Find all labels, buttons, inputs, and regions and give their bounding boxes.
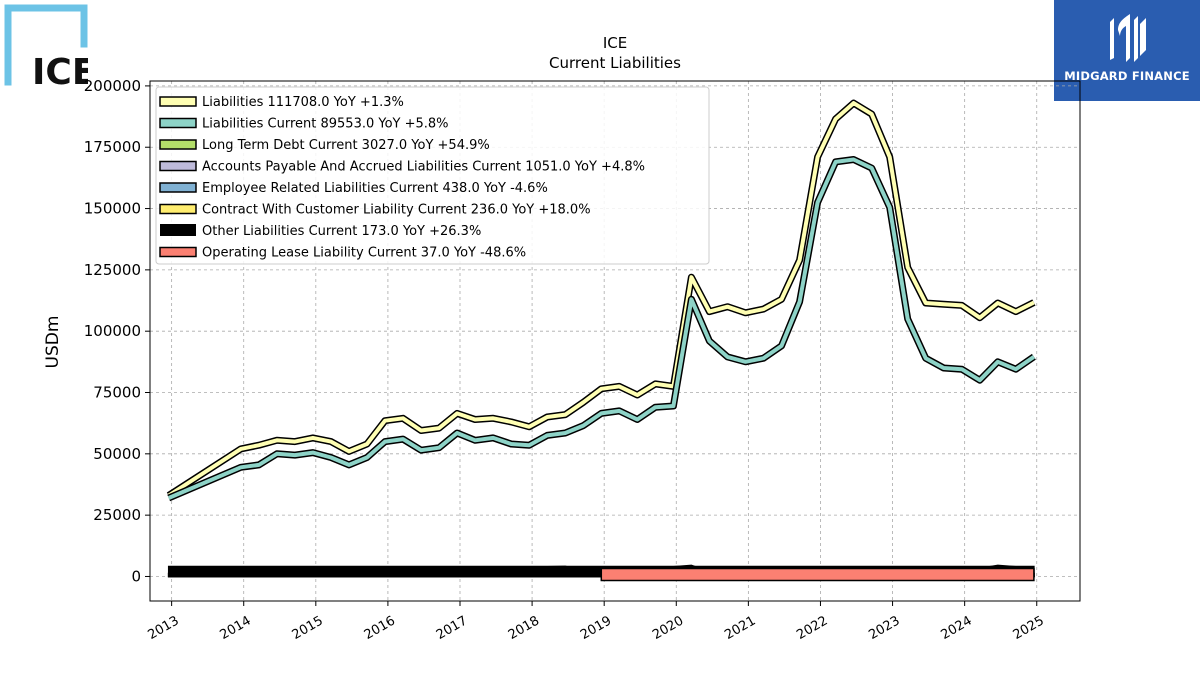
y-tick-label: 100000 [84,322,141,340]
series-7 [600,567,1035,582]
y-tick-label: 125000 [84,261,141,279]
y-tick-label: 75000 [93,384,141,402]
publisher-name: MIDGARD FINANCE [1064,69,1190,83]
x-tick-label: 2015 [290,613,326,643]
chart-subtitle: Current Liabilities [549,54,681,72]
y-tick-label: 50000 [93,445,141,463]
legend-label: Accounts Payable And Accrued Liabilities… [202,160,645,175]
y-tick-label: 175000 [84,138,141,156]
series-1 [167,156,1036,502]
legend-swatch [160,224,196,236]
plot-frame [149,80,1081,602]
x-tick-label: 2021 [722,613,758,643]
x-tick-label: 2023 [866,613,902,643]
legend-label: Contract With Customer Liability Current… [202,203,591,218]
ice-logo-bracket [4,4,88,86]
x-tick-label: 2022 [794,613,830,643]
x-tick-label: 2019 [578,613,614,643]
x-tick-label: 2018 [506,613,542,643]
legend: Liabilities 111708.0 YoY +1.3% Liabilitie… [155,86,710,265]
legend-swatch [159,117,197,129]
chart-title: ICE [603,34,627,52]
legend-label: Employee Related Liabilities Current 438… [202,181,548,196]
ice-logo-mark: ICE [4,4,96,93]
legend-label: Other Liabilities Current 173.0 YoY +26.… [202,224,481,239]
series-band [600,567,1035,582]
legend-swatch [159,139,197,150]
x-tick-label: 2014 [218,613,254,643]
y-tick-label: 150000 [84,200,141,218]
y-axis-label: USDm [43,316,63,369]
x-tick-label: 2013 [145,613,181,643]
legend-swatch [159,246,197,258]
legend-label: Long Term Debt Current 3027.0 YoY +54.9% [202,138,490,153]
series-line [167,101,1035,498]
x-tick-label: 2024 [938,613,974,643]
x-tick-label: 2017 [434,613,470,643]
legend-label: Operating Lease Liability Current 37.0 Y… [202,246,526,261]
y-tick-label: 0 [131,567,141,585]
legend-label: Liabilities Current 89553.0 YoY +5.8% [202,117,449,132]
midgard-finance-logo: MIDGARD FINANCE [1054,0,1200,101]
x-tick-label: 2016 [362,613,398,643]
legend-box [155,86,710,265]
x-tick-label: 2020 [650,613,686,643]
ice-logo-text: ICE [32,52,88,88]
legend-swatch [159,203,197,215]
series-line [167,157,1036,500]
series-0 [166,99,1036,499]
legend-swatch [159,182,197,193]
ice-logo: ICE [4,4,96,93]
series-layer [166,99,1036,582]
midgard-logo-mark [1110,14,1146,62]
legend-swatch [159,160,197,172]
y-tick-label: 200000 [84,77,141,95]
x-tick-label: 2025 [1011,613,1047,643]
legend-label: Liabilities 111708.0 YoY +1.3% [202,95,404,110]
legend-swatch [159,96,197,107]
y-tick-label: 25000 [93,506,141,524]
